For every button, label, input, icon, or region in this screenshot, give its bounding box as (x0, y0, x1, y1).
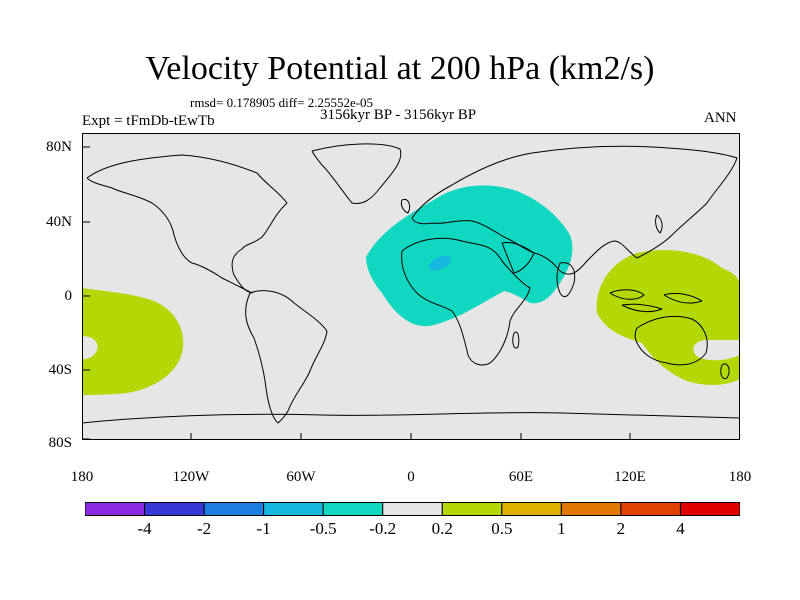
lon-label-180w: 180 (70, 469, 94, 485)
lat-label-80n: 80N (46, 139, 72, 155)
colorbar-box (441, 502, 503, 516)
map-title: Velocity Potential at 200 hPa (km2/s) (145, 50, 655, 87)
axis-ticks (82, 146, 631, 440)
colorbar-box (679, 502, 740, 516)
colorbar-label: -4 (137, 519, 152, 538)
colorbar-box (501, 502, 562, 516)
lon-label-180e: 180 (728, 469, 752, 485)
lon-label-60w: 60W (286, 469, 316, 485)
lon-label-0: 0 (407, 469, 415, 485)
colorbar-label: -1 (256, 519, 271, 538)
lon-label-60e: 60E (508, 469, 534, 485)
colorbar-label: 0.2 (431, 519, 453, 538)
negative-anomaly-region (366, 185, 573, 327)
colorbar-box (620, 502, 681, 516)
colorbar (85, 502, 740, 516)
colorbar-label: -0.5 (309, 519, 337, 538)
colorbar-label: 4 (676, 519, 685, 538)
colorbar-box (203, 502, 265, 516)
lat-label-40n: 40N (46, 214, 72, 230)
coastlines (82, 143, 740, 424)
stats-line: rmsd= 0.178905 diff= 2.25552e-05 (190, 95, 374, 110)
lat-label-40s: 40S (48, 362, 72, 378)
positive-anomaly-region-east-pacific (82, 288, 184, 395)
colorbar-box (144, 502, 205, 516)
colorbar-label: -0.2 (369, 519, 397, 538)
lat-label-0: 0 (64, 288, 73, 304)
colorbar-box (322, 502, 384, 516)
colorbar-box (560, 502, 622, 516)
lon-label-120e: 120E (614, 469, 646, 485)
period-label: 3156kyr BP - 3156kyr BP (320, 107, 477, 123)
map-panel (82, 133, 740, 440)
colorbar-box (382, 502, 443, 516)
colorbar-label: 2 (616, 519, 626, 538)
lon-label-120w: 120W (172, 469, 210, 485)
colorbar-box (263, 502, 324, 516)
lat-label-80s: 80S (48, 435, 72, 451)
season-label: ANN (704, 110, 737, 126)
colorbar-label: 1 (557, 519, 566, 538)
negative-anomaly-core (428, 255, 452, 271)
colorbar-label: -2 (196, 519, 212, 538)
colorbar-box (85, 502, 146, 516)
positive-anomaly-region-west-pacific (596, 249, 740, 385)
experiment-label: Expt = tFmDb-tEwTb (82, 113, 215, 129)
colorbar-label: 0.5 (491, 519, 513, 538)
